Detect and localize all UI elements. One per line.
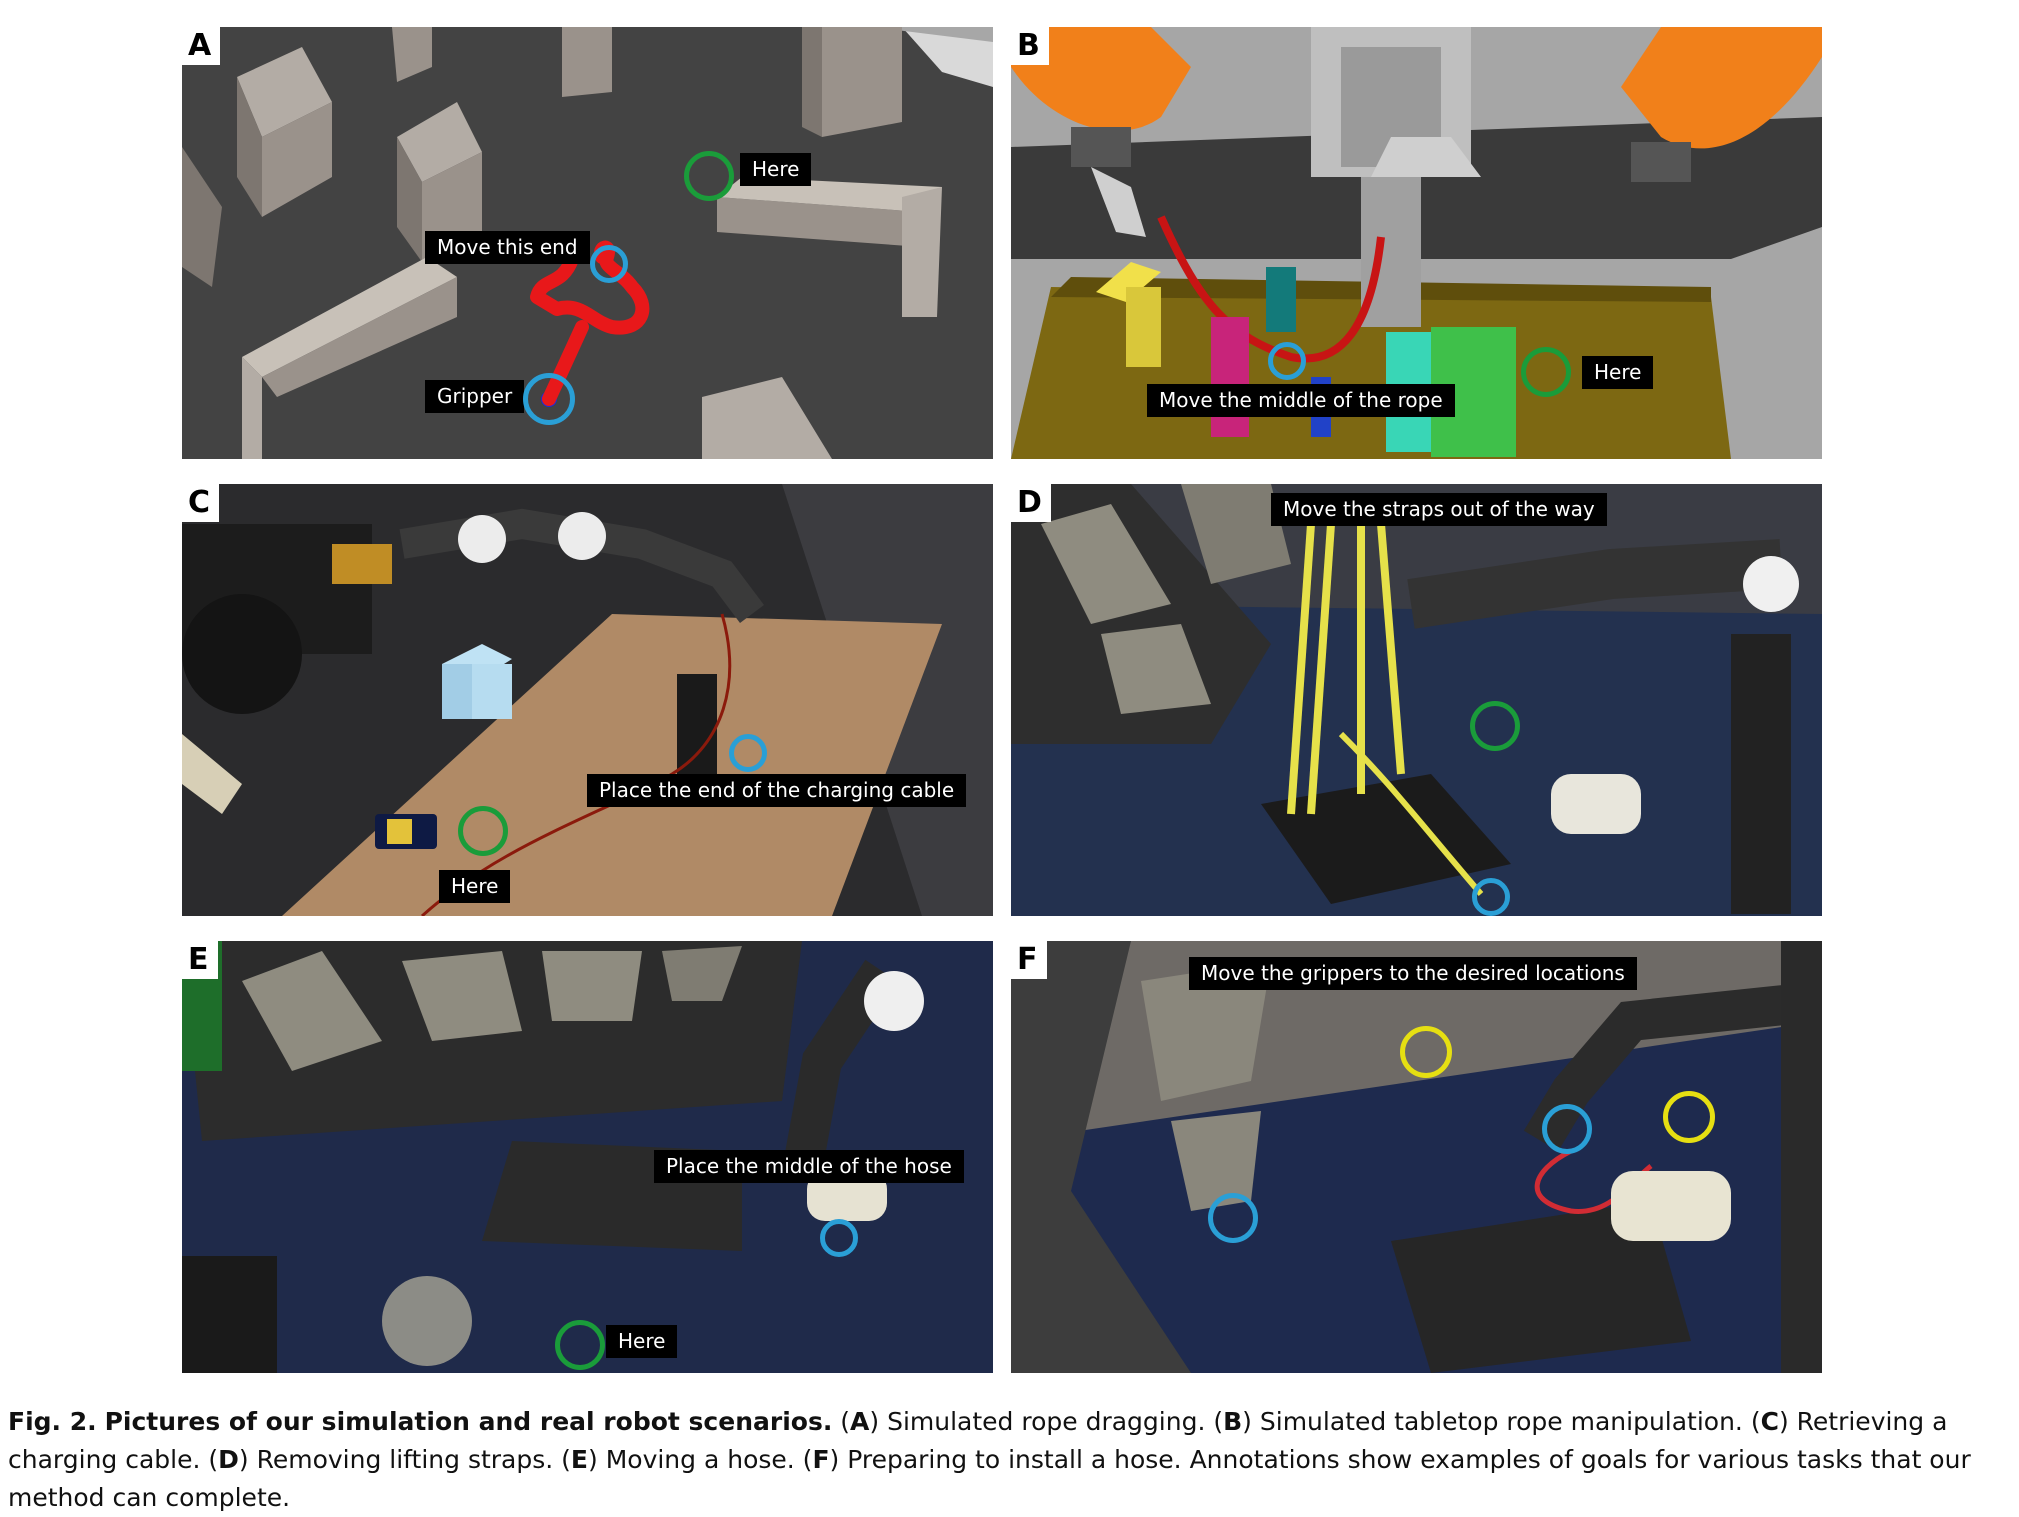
- annotation-move-this-end: Move this end: [425, 231, 590, 264]
- panel-e: E Place the middle of the hose Here: [182, 941, 993, 1373]
- annotation-move-straps: Move the straps out of the way: [1271, 493, 1607, 526]
- panel-d: D Move the straps out of the way: [1011, 484, 1822, 916]
- panel-label: F: [1011, 941, 1047, 979]
- target-ring: [729, 734, 767, 772]
- caption-part-e: Moving a hose.: [605, 1445, 795, 1474]
- panel-label: A: [182, 27, 221, 65]
- panel-label: C: [182, 484, 220, 522]
- target-ring: [1268, 342, 1306, 380]
- caption-part-b: Simulated tabletop rope manipulation.: [1259, 1407, 1743, 1436]
- caption-part-c: Retrieving a charging cable.: [8, 1407, 1948, 1474]
- panel-d-scene: [1011, 484, 1822, 916]
- caption-part-a: Simulated rope dragging.: [887, 1407, 1206, 1436]
- panel-b: B Move the middle of the rope Here: [1011, 27, 1822, 459]
- gripper-ring: [1542, 1104, 1592, 1154]
- target-ring: [590, 245, 628, 283]
- figure-caption: Fig. 2. Pictures of our simulation and r…: [8, 1407, 1971, 1512]
- target-ring: [820, 1219, 858, 1257]
- gripper-ring: [1208, 1193, 1258, 1243]
- caption-letter-d: D: [218, 1445, 239, 1474]
- caption-letter-c: C: [1760, 1407, 1779, 1436]
- caption-letter-b: B: [1223, 1407, 1243, 1436]
- caption-letter-f: F: [812, 1445, 830, 1474]
- caption-part-d: Removing lifting straps.: [256, 1445, 554, 1474]
- goal-ring: [684, 151, 734, 201]
- caption-part-f: Preparing to install a hose.: [847, 1445, 1182, 1474]
- annotation-place-middle-hose: Place the middle of the hose: [654, 1150, 964, 1183]
- annotation-move-middle-rope: Move the middle of the rope: [1147, 384, 1455, 417]
- panel-f-scene: [1011, 941, 1822, 1373]
- caption-letter-e: E: [570, 1445, 588, 1474]
- annotation-here: Here: [439, 870, 511, 903]
- goal-ring: [1521, 347, 1571, 397]
- panel-c: C Place the end of the charging cable He…: [182, 484, 993, 916]
- caption-title: Pictures of our simulation and real robo…: [104, 1407, 833, 1436]
- goal-ring: [1470, 701, 1520, 751]
- panel-f: F Move the grippers to the desired locat…: [1011, 941, 1822, 1373]
- desired-location-ring: [1400, 1026, 1452, 1078]
- annotation-place-end-cable: Place the end of the charging cable: [587, 774, 967, 807]
- annotation-here: Here: [1582, 356, 1654, 389]
- annotation-here: Here: [606, 1325, 678, 1358]
- desired-location-ring: [1663, 1091, 1715, 1143]
- caption-letter-a: A: [850, 1407, 870, 1436]
- target-ring: [1472, 878, 1510, 916]
- annotation-move-grippers: Move the grippers to the desired locatio…: [1189, 957, 1637, 990]
- goal-ring: [555, 1320, 605, 1370]
- goal-ring: [458, 806, 508, 856]
- panel-label: D: [1011, 484, 1051, 522]
- panel-label: E: [182, 941, 218, 979]
- panel-a: A Move this end Gripper Here: [182, 27, 993, 459]
- panel-c-scene: [182, 484, 993, 916]
- gripper-ring: [523, 373, 575, 425]
- annotation-here: Here: [740, 153, 812, 186]
- annotation-gripper: Gripper: [425, 380, 525, 413]
- panel-label: B: [1011, 27, 1049, 65]
- caption-fig-number: Fig. 2.: [8, 1407, 97, 1436]
